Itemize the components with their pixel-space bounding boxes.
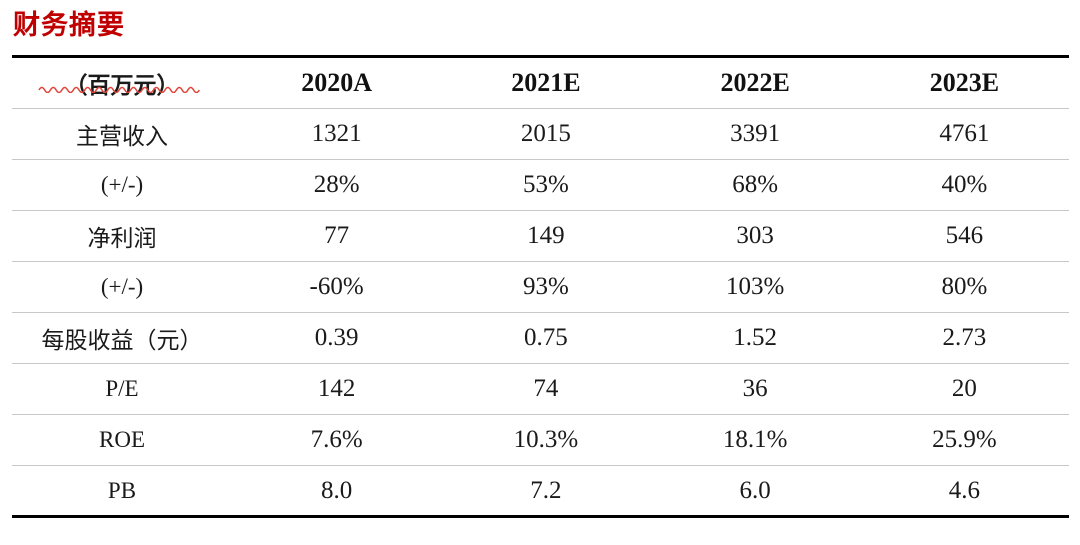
table-cell: 2.73 <box>942 324 987 351</box>
table-cell: 303 <box>736 222 774 249</box>
table-cell: 68% <box>732 171 779 198</box>
table-row-profit-growth: (+/-) -60% 93% 103% 80% <box>12 262 1069 313</box>
table-row-pe: P/E 142 74 36 20 <box>12 364 1069 415</box>
table-cell: 25.9% <box>932 426 997 453</box>
table-cell: 3391 <box>730 120 781 147</box>
table-cell: 2015 <box>520 120 571 147</box>
page-title: 财务摘要 <box>13 10 125 40</box>
row-label: 主营收入 <box>76 124 168 149</box>
table-cell: 36 <box>742 375 768 402</box>
table-cell: -60% <box>309 273 364 300</box>
row-label: PB <box>107 477 137 503</box>
table-cell: 28% <box>313 171 360 198</box>
row-label: 净利润 <box>87 226 157 251</box>
table-cell: 80% <box>941 273 988 300</box>
table-cell: 7.6% <box>310 426 363 453</box>
table-cell: 20 <box>951 375 977 402</box>
row-label: ROE <box>99 427 145 452</box>
table-cell: 4.6 <box>948 476 980 504</box>
table-cell: 7.2 <box>530 476 562 504</box>
table-row-pb: PB 8.0 7.2 6.0 4.6 <box>12 466 1069 517</box>
unit-label: （百万元） <box>64 73 180 98</box>
table-header-row: （百万元） 2020A 2021E 2022E 2023E <box>12 57 1069 109</box>
table-cell: 6.0 <box>739 476 771 504</box>
table-cell: 77 <box>324 222 350 249</box>
table-cell: 18.1% <box>722 426 788 453</box>
table-cell: 1.52 <box>733 324 777 351</box>
table-cell: 149 <box>527 222 565 249</box>
table-cell: 10.3% <box>513 426 579 453</box>
row-label: (+/-) <box>100 172 144 197</box>
table-cell: 1321 <box>311 120 362 147</box>
table-row-eps: 每股收益（元） 0.39 0.75 1.52 2.73 <box>12 313 1069 364</box>
column-header-2022e: 2022E <box>720 68 790 97</box>
table-cell: 93% <box>522 273 569 300</box>
column-header-2021e: 2021E <box>511 68 581 97</box>
table-cell: 74 <box>533 375 559 402</box>
table-cell: 40% <box>941 171 988 198</box>
unit-label-wrap: （百万元） <box>38 66 200 100</box>
table-cell: 103% <box>725 273 785 300</box>
financial-summary-table: （百万元） 2020A 2021E 2022E 2023E 主营收入 1321 … <box>12 55 1069 518</box>
column-header-2020a: 2020A <box>301 68 373 97</box>
column-header-2023e: 2023E <box>929 68 1000 97</box>
table-cell: 53% <box>522 171 569 198</box>
row-label: (+/-) <box>100 274 144 299</box>
table-cell: 546 <box>945 222 984 249</box>
table-row-roe: ROE 7.6% 10.3% 18.1% 25.9% <box>12 415 1069 466</box>
unit-header-cell: （百万元） <box>12 57 232 109</box>
row-label: 每股收益（元） <box>41 328 203 353</box>
table-cell: 0.39 <box>314 324 359 351</box>
table-row-revenue: 主营收入 1321 2015 3391 4761 <box>12 109 1069 160</box>
table-row-net-profit: 净利润 77 149 303 546 <box>12 211 1069 262</box>
table-cell: 0.75 <box>524 324 568 351</box>
table-cell: 8.0 <box>321 476 353 504</box>
table-row-revenue-growth: (+/-) 28% 53% 68% 40% <box>12 160 1069 211</box>
row-label: P/E <box>105 376 139 401</box>
table-cell: 142 <box>317 375 356 402</box>
table-cell: 4761 <box>939 120 990 147</box>
